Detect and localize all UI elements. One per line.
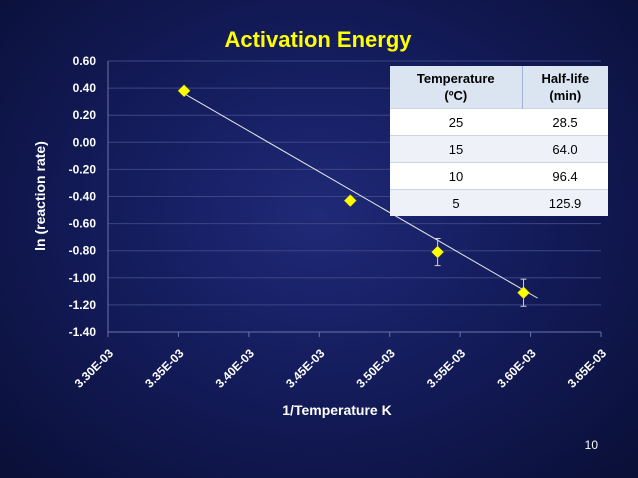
cell-temperature: 15 xyxy=(390,135,523,163)
trendline-group xyxy=(183,93,538,299)
y-tick-label: 0.20 xyxy=(73,108,97,122)
x-tick-label: 3.55E-03 xyxy=(424,346,469,391)
header-half-life: Half-life (min) xyxy=(522,66,608,109)
x-tick-label: 3.45E-03 xyxy=(283,346,328,391)
y-tick-label: 0.00 xyxy=(73,135,97,149)
header-temperature-line1: Temperature xyxy=(416,71,495,86)
y-tick-label: -0.40 xyxy=(69,190,97,204)
y-tick-label: -1.00 xyxy=(69,271,97,285)
y-tick-label: -0.80 xyxy=(69,244,97,258)
cell-temperature: 10 xyxy=(390,162,523,190)
x-tick-label: 3.60E-03 xyxy=(494,346,539,391)
table-row: 10 96.4 xyxy=(390,162,608,190)
header-temperature-line2: (ºC) xyxy=(444,88,468,103)
slide-number: 10 xyxy=(584,438,598,452)
table-row: 5 125.9 xyxy=(390,189,608,216)
table-header-row: Temperature (ºC) Half-life (min) xyxy=(390,66,608,109)
y-tick-labels: 0.60 0.40 0.20 0.00 -0.20 -0.40 -0.60 -0.80 -1.0… xyxy=(69,54,97,339)
cell-half-life: 125.9 xyxy=(522,189,608,216)
table-row: 15 64.0 xyxy=(390,135,608,163)
y-tick-label: 0.60 xyxy=(73,54,97,68)
y-tick-label: -1.20 xyxy=(69,298,97,312)
x-tick-label: 3.50E-03 xyxy=(353,346,398,391)
x-tick-label: 3.65E-03 xyxy=(565,346,610,391)
trendline xyxy=(183,93,538,299)
y-tick-label: 0.40 xyxy=(73,81,97,95)
x-axis-label: 1/Temperature K xyxy=(282,402,391,418)
x-tick-label: 3.30E-03 xyxy=(72,346,117,391)
y-tick-label: -1.40 xyxy=(69,325,97,339)
cell-half-life: 96.4 xyxy=(522,162,608,190)
temperature-halflife-table: Temperature (ºC) Half-life (min) 25 28.5… xyxy=(390,66,608,216)
y-tick-label: -0.20 xyxy=(69,162,97,176)
y-axis-label: ln (reaction rate) xyxy=(32,141,48,251)
cell-temperature: 5 xyxy=(390,189,523,216)
table-row: 25 28.5 xyxy=(390,108,608,136)
cell-half-life: 64.0 xyxy=(522,135,608,163)
header-half-life-line2: (min) xyxy=(549,88,582,103)
axes xyxy=(107,61,602,337)
x-tick-labels: 3.30E-03 3.35E-03 3.40E-03 3.45E-03 3.50E-03… xyxy=(72,346,610,391)
data-point xyxy=(517,286,530,300)
cell-half-life: 28.5 xyxy=(522,108,608,136)
data-point xyxy=(343,194,357,207)
header-temperature: Temperature (ºC) xyxy=(390,66,523,109)
x-tick-label: 3.35E-03 xyxy=(142,346,187,391)
x-tick-label: 3.40E-03 xyxy=(213,346,258,391)
data-point xyxy=(177,84,191,98)
cell-temperature: 25 xyxy=(390,108,523,136)
data-points xyxy=(177,84,530,307)
y-tick-label: -0.60 xyxy=(69,217,97,231)
data-point xyxy=(431,245,444,259)
header-half-life-line1: Half-life xyxy=(541,71,590,86)
chart-title: Activation Energy xyxy=(224,27,412,52)
